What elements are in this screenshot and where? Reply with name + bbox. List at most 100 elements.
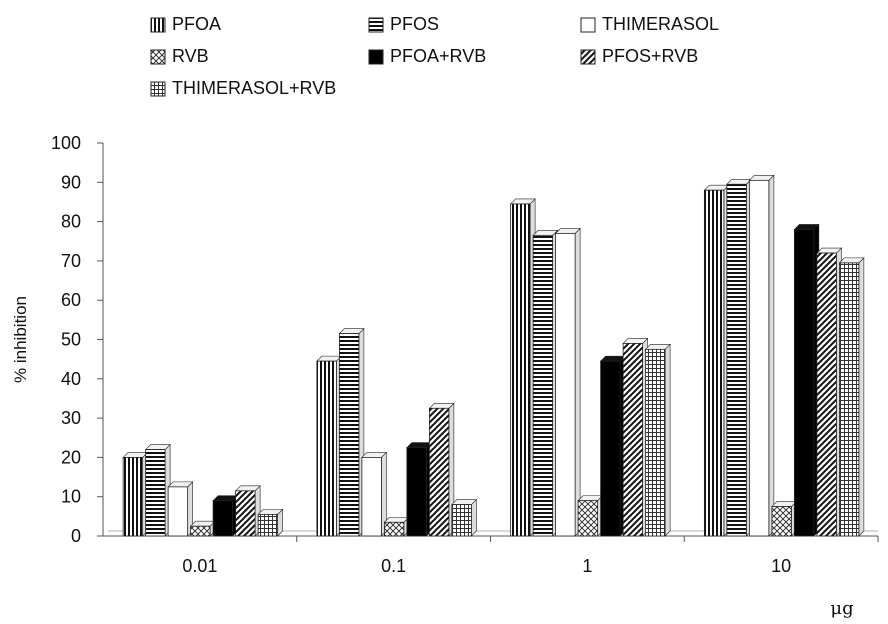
bar <box>726 178 753 537</box>
bar-front <box>771 506 792 537</box>
bar-front <box>167 486 189 537</box>
x-tick-label: 0.1 <box>381 556 406 576</box>
y-tick-label: 20 <box>61 447 81 467</box>
bar <box>257 508 284 537</box>
bar-front <box>122 456 144 537</box>
legend-swatch <box>368 17 384 32</box>
legend-label: PFOS <box>390 14 440 34</box>
y-tick-label: 30 <box>61 408 81 428</box>
bar <box>599 355 626 537</box>
y-tick-label: 10 <box>61 487 81 507</box>
legend-swatch <box>368 49 384 64</box>
bar <box>361 451 388 537</box>
bar <box>532 229 559 537</box>
bar <box>144 443 171 537</box>
bar-front <box>257 513 279 537</box>
bar <box>167 481 194 537</box>
bar-front <box>383 521 405 537</box>
bar <box>122 451 149 537</box>
bar-side <box>664 343 671 537</box>
bar-front <box>338 333 360 537</box>
y-axis-label: % inhibition <box>11 296 30 383</box>
bar-front <box>316 360 337 537</box>
y-tick-label: 40 <box>61 369 81 389</box>
bar <box>838 257 865 537</box>
legend-swatch <box>580 49 596 64</box>
legend-label: RVB <box>172 46 209 66</box>
bar-front <box>510 203 531 537</box>
legend-item: PFOA <box>150 14 221 35</box>
legend-label: THIMERASOL+RVB <box>172 78 337 98</box>
bar-front <box>577 500 599 537</box>
y-tick-label: 70 <box>61 251 81 271</box>
bar-side <box>471 498 477 537</box>
bar-front <box>816 252 837 537</box>
bar <box>771 500 798 537</box>
x-tick-label: 1 <box>582 556 592 576</box>
bar-front <box>703 189 725 537</box>
bar-side <box>768 174 775 537</box>
y-tick-label: 80 <box>61 212 81 232</box>
bar <box>428 402 455 537</box>
legend-item: PFOA+RVB <box>368 46 486 67</box>
bar <box>212 494 239 537</box>
bar-front <box>212 500 234 537</box>
legend-item: THIMERASOL <box>580 14 719 35</box>
bar-front <box>428 407 450 537</box>
bar <box>338 327 365 537</box>
bar <box>793 223 820 537</box>
bar <box>816 247 843 537</box>
legend-label: PFOS+RVB <box>602 46 699 66</box>
y-tick-label: 0 <box>71 526 81 546</box>
bar-front <box>748 179 770 537</box>
bar-front <box>145 449 166 537</box>
bar <box>703 184 730 537</box>
legend-label: PFOA+RVB <box>390 46 487 66</box>
bar <box>383 516 410 537</box>
bar-front <box>622 343 644 537</box>
bar <box>644 343 671 537</box>
legend: PFOA PFOS THIMERASOL RVB PFOA+RVB PFOS+RVB THI… <box>150 14 850 124</box>
legend-item: PFOS <box>368 14 439 35</box>
unit-label: μg <box>830 598 853 619</box>
bar-front <box>555 232 576 537</box>
x-tick-label: 10 <box>771 556 791 576</box>
bar-side <box>574 227 581 537</box>
legend-label: THIMERASOL <box>602 14 720 34</box>
bar-side <box>858 257 865 537</box>
bar <box>189 520 216 537</box>
labels: 0 10 20 30 40 50 60 70 80 90 100 % inhibition 0.01 0.… <box>11 133 854 619</box>
bars <box>122 174 865 537</box>
legend-swatch <box>150 81 166 96</box>
legend-item: PFOS+RVB <box>580 46 698 67</box>
bar-front <box>361 456 382 537</box>
y-tick-label: 100 <box>51 133 81 153</box>
bar-front <box>726 183 747 537</box>
bar <box>316 355 343 537</box>
bar <box>406 441 433 537</box>
bar <box>577 494 604 537</box>
legend-swatch <box>150 17 166 32</box>
bar <box>234 485 261 537</box>
legend-label: PFOA <box>172 14 222 34</box>
bar-front <box>190 525 211 537</box>
bar <box>509 198 536 537</box>
bar-front <box>600 360 621 537</box>
y-tick-label: 90 <box>61 172 81 192</box>
legend-item: RVB <box>150 46 209 67</box>
bar <box>451 498 478 537</box>
bar-front <box>793 229 815 537</box>
bar-front <box>838 262 860 537</box>
y-tick-label: 50 <box>61 330 81 350</box>
y-tick-label: 60 <box>61 290 81 310</box>
legend-swatch <box>580 17 596 32</box>
bar <box>748 174 775 537</box>
x-tick-label: 0.01 <box>182 556 217 576</box>
bar-front <box>235 490 256 537</box>
legend-item: THIMERASOL+RVB <box>150 78 336 99</box>
bar-front <box>645 348 666 537</box>
bar-front <box>532 234 554 537</box>
bar <box>554 227 581 537</box>
bar-front <box>451 504 472 537</box>
